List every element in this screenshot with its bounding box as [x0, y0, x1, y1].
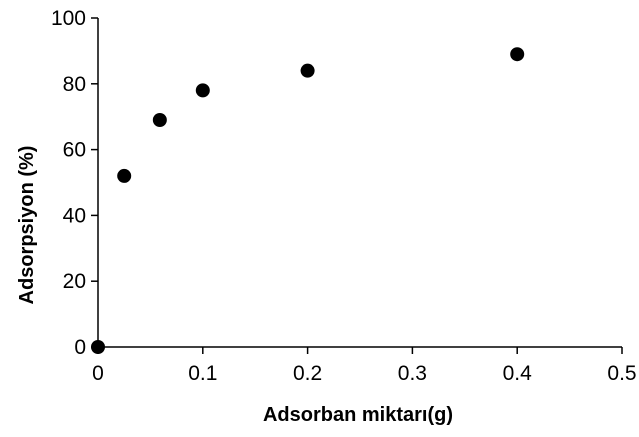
data-point	[117, 168, 132, 183]
y-tick-label: 80	[63, 73, 86, 96]
data-point	[195, 83, 210, 98]
y-tick-label: 40	[63, 204, 86, 227]
x-tick-label: 0.5	[607, 362, 636, 385]
x-tick-label: 0	[92, 362, 104, 385]
x-tick-label: 0.2	[293, 362, 322, 385]
x-axis-title: Adsorban miktarı(g)	[263, 404, 453, 426]
x-tick-label: 0.3	[398, 362, 427, 385]
data-points	[91, 47, 525, 354]
y-axis-title: Adsorpsiyon (%)	[16, 146, 38, 305]
data-point	[300, 63, 315, 78]
y-tick-label: 60	[63, 139, 86, 162]
x-tick-label: 0.4	[503, 362, 533, 385]
y-tick-label: 20	[63, 270, 86, 293]
y-axis-ticks: 0 20 40 60 80 100	[51, 7, 98, 359]
data-point	[91, 340, 105, 354]
x-tick-label: 0.1	[188, 362, 217, 385]
x-axis-ticks: 0 0.1 0.2 0.3 0.4 0.5	[92, 347, 637, 385]
y-tick-label: 0	[74, 336, 86, 359]
data-point	[510, 47, 525, 62]
y-tick-label: 100	[51, 7, 86, 30]
data-point	[152, 112, 167, 127]
